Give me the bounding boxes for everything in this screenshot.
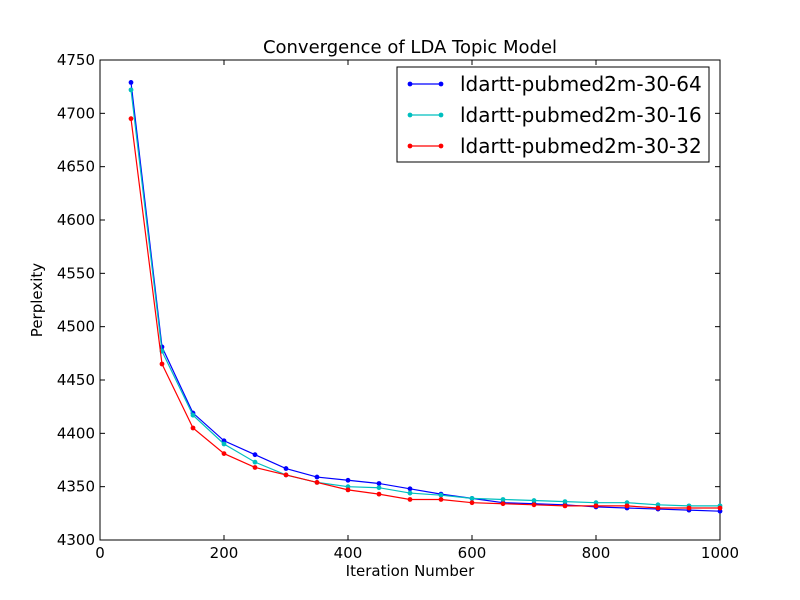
data-point	[221, 441, 227, 447]
series-layer	[128, 80, 723, 514]
x-tick-label: 800	[582, 544, 611, 562]
x-axis-label: Iteration Number	[346, 562, 475, 580]
data-point	[345, 477, 351, 483]
data-point	[469, 496, 475, 501]
data-point	[469, 500, 475, 506]
x-tick-label: 1000	[701, 544, 739, 562]
data-point	[655, 505, 661, 511]
legend-marker	[438, 112, 444, 118]
y-tick-label: 4350	[57, 478, 95, 496]
plot-area	[99, 59, 721, 541]
data-point	[562, 503, 568, 509]
y-tick-label: 4750	[57, 51, 95, 69]
legend-marker	[438, 81, 444, 87]
legend-label: ldartt-pubmed2m-30-64	[460, 72, 702, 96]
axis-ticks: 0 200 400 600 800 1000 4300 4350 4400 4450 4500 455…	[57, 51, 739, 562]
data-point	[500, 497, 506, 502]
legend: ldartt-pubmed2m-30-64 ldartt-pubmed2m-30-…	[396, 66, 710, 163]
y-tick-label: 4550	[57, 264, 95, 282]
data-point	[407, 486, 413, 492]
data-point	[128, 116, 134, 122]
data-point	[376, 491, 382, 497]
data-point	[531, 502, 537, 508]
data-point	[252, 459, 258, 465]
data-point	[717, 505, 723, 511]
y-tick-label: 4400	[57, 424, 95, 442]
legend-marker	[407, 112, 413, 118]
data-point	[283, 472, 289, 478]
series-line	[130, 82, 721, 512]
data-point	[438, 492, 444, 498]
y-tick-label: 4300	[57, 531, 95, 549]
y-tick-label: 4650	[57, 158, 95, 176]
legend-marker	[407, 81, 413, 87]
y-tick-label: 4450	[57, 371, 95, 389]
data-point	[190, 425, 196, 431]
data-point	[345, 487, 351, 493]
data-point	[624, 503, 630, 509]
y-axis-label: Perplexity	[28, 263, 46, 337]
data-point	[314, 474, 320, 480]
data-point	[686, 505, 692, 511]
data-point	[407, 497, 413, 502]
data-point	[283, 466, 289, 471]
data-point	[128, 87, 134, 93]
data-point	[221, 451, 227, 456]
data-point	[376, 485, 382, 491]
legend-label: ldartt-pubmed2m-30-16	[460, 103, 702, 127]
data-point	[128, 80, 134, 85]
data-point	[252, 452, 258, 458]
x-tick-label: 600	[458, 544, 487, 562]
data-point	[562, 499, 568, 504]
data-point	[252, 465, 258, 470]
data-point	[314, 480, 320, 485]
data-point	[190, 412, 196, 418]
y-tick-label: 4600	[57, 211, 95, 229]
legend-marker	[438, 143, 444, 149]
y-tick-label: 4500	[57, 318, 95, 336]
data-point	[376, 481, 382, 486]
series-line	[130, 89, 720, 507]
legend-marker	[407, 143, 413, 149]
data-point	[407, 490, 413, 496]
y-tick-label: 4700	[57, 104, 95, 122]
legend-box	[396, 66, 710, 163]
x-tick-label: 400	[334, 544, 363, 562]
x-tick-label: 200	[210, 544, 239, 562]
x-tick-label: 0	[95, 544, 105, 562]
data-point	[531, 498, 537, 503]
series-line	[130, 118, 720, 509]
chart-title: Convergence of LDA Topic Model	[263, 37, 557, 58]
data-point	[500, 501, 506, 507]
data-point	[159, 361, 165, 367]
data-point	[438, 497, 444, 502]
data-point	[593, 503, 599, 509]
legend-label: ldartt-pubmed2m-30-32	[460, 134, 702, 158]
